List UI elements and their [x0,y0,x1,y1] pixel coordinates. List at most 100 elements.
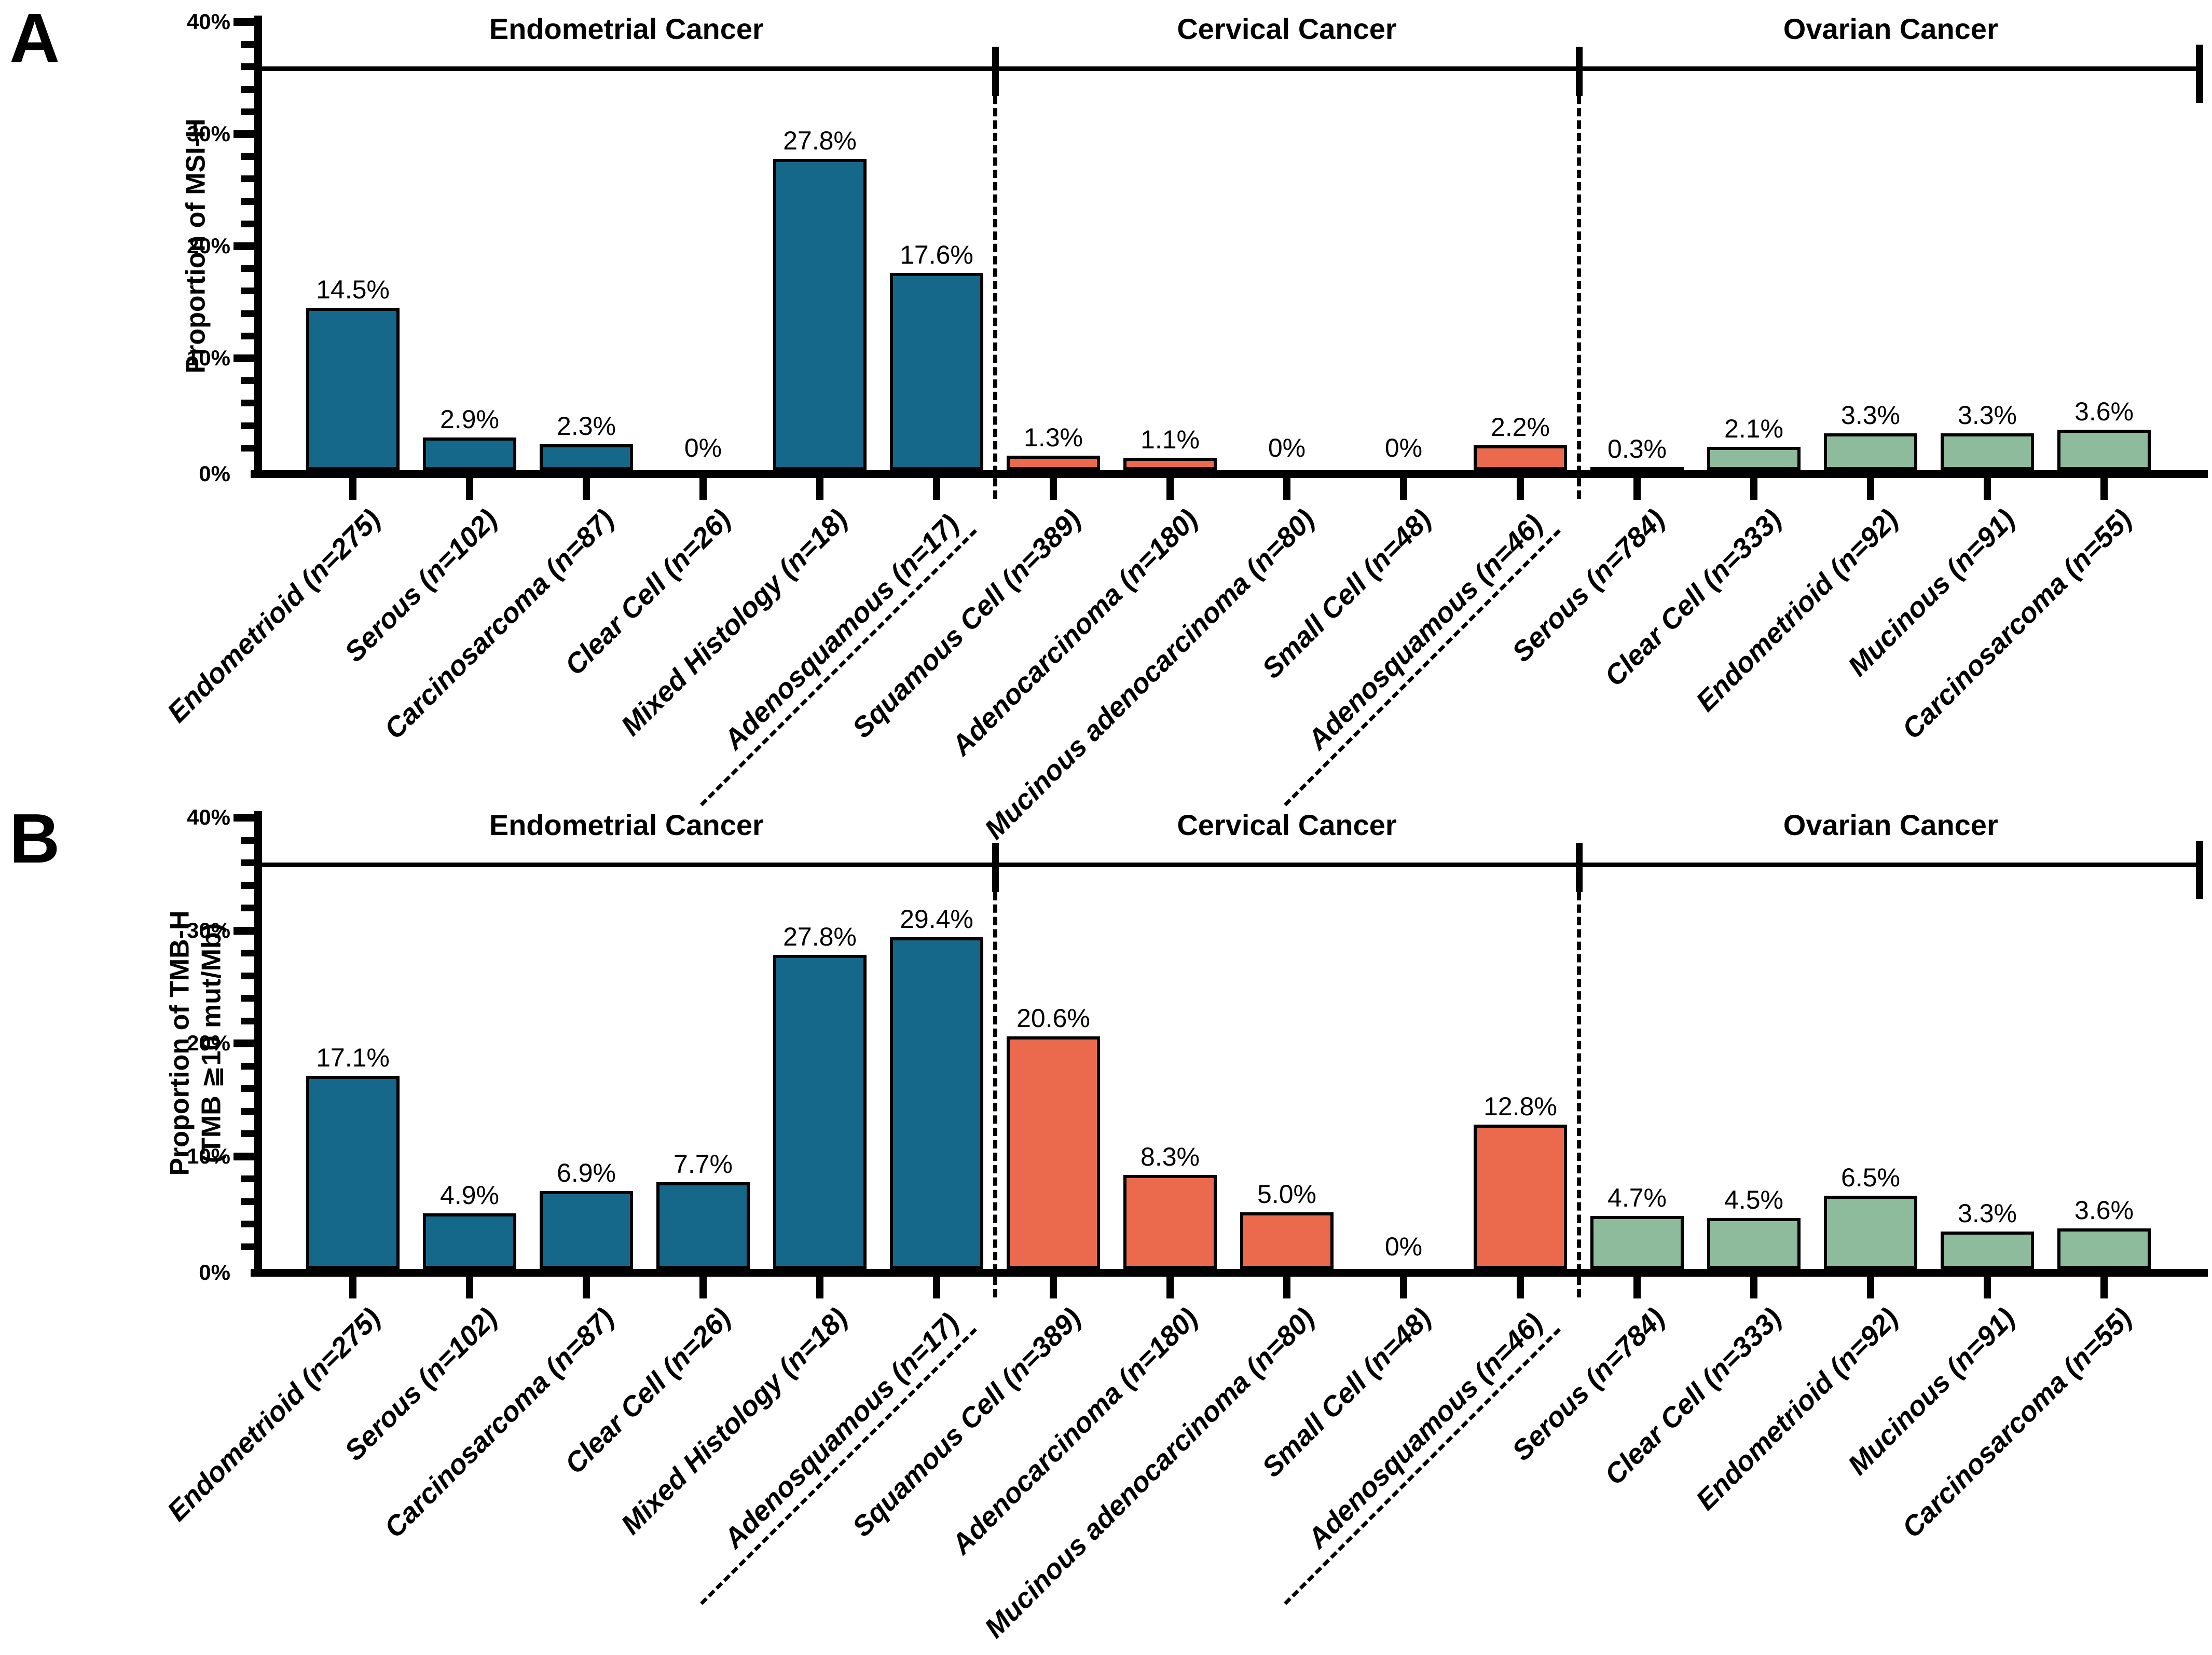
x-category-tick [933,478,940,500]
bar-value-label: 0% [1384,433,1423,462]
y-tick-label: 0% [199,1260,230,1284]
y-minor-tick [241,422,254,429]
y-minor-tick [241,108,254,115]
y-minor-tick [241,153,254,160]
bar [656,1182,750,1269]
bar-value-label: 0% [1268,433,1306,462]
x-category-tick [1984,478,1991,500]
x-category-label: Mixed Histology (n=18) [615,1302,854,1541]
y-minor-tick [241,905,254,911]
group-separator-dashed [993,867,997,1297]
bar-value-label: 20.6% [1016,1004,1090,1033]
bar [1824,433,1917,470]
x-category-tick [699,478,707,500]
bar-value-label: 5.0% [1257,1180,1316,1209]
bar-value-label: 2.1% [1724,414,1783,443]
y-minor-tick [241,63,254,71]
x-category-tick [1166,478,1174,500]
y-minor-tick [241,1085,254,1092]
x-axis-line [251,470,2208,478]
bar [1123,458,1217,470]
group-separator-dashed [1576,867,1581,1297]
bar-value-label: 3.3% [1958,401,2017,430]
x-category-label: Endometrioid (n=275) [161,1302,387,1527]
x-category-tick [583,478,590,500]
bar [1590,1216,1684,1269]
x-category-label: Endometrioid (n=92) [1690,1302,1905,1516]
bar [1474,1125,1567,1269]
x-category-tick [699,1277,707,1298]
bar [1941,433,2034,470]
y-minor-tick [241,288,254,295]
x-category-tick [349,478,356,500]
bracket-end-tick [2196,841,2203,899]
x-category-tick [933,1277,940,1298]
bar [890,937,983,1269]
bar [540,1191,633,1269]
y-minor-tick [241,377,254,385]
y-minor-tick [241,972,254,979]
bar-value-label: 6.9% [557,1158,616,1187]
bar-value-label: 17.6% [900,240,973,269]
x-category-tick [1633,1277,1641,1298]
bar [773,955,867,1269]
bar [2057,1228,2151,1269]
x-category-tick [2100,478,2108,500]
group-separator-dashed [1576,71,1581,499]
y-tick-label: 0% [199,461,230,486]
y-major-tick [233,130,254,138]
y-minor-tick [241,995,254,1002]
bar-value-label: 1.1% [1141,425,1200,454]
bar-value-label: 8.3% [1141,1142,1200,1171]
y-tick-label: 10% [186,1143,230,1168]
y-minor-tick [241,400,254,407]
bar [1240,1212,1334,1269]
bar [423,437,516,470]
x-axis-line [251,1269,2208,1277]
bar-value-label: 3.6% [2074,1196,2134,1225]
bar [306,308,400,470]
y-tick-label: 10% [186,346,230,370]
panel-letter: B [9,799,60,878]
bar-value-label: 4.5% [1724,1185,1783,1214]
y-minor-tick [241,175,254,183]
y-minor-tick [241,1062,254,1070]
y-minor-tick [241,1017,254,1024]
group-bracket [258,66,2203,72]
bar-value-label: 3.6% [2074,397,2134,426]
x-category-tick [1867,478,1874,500]
x-category-tick [816,1277,823,1298]
bar [773,159,867,470]
x-category-tick [1283,1277,1290,1298]
bar-value-label: 6.5% [1841,1163,1900,1192]
x-category-tick [1050,1277,1057,1298]
x-category-tick [1400,478,1407,500]
bar [1123,1175,1217,1269]
x-category-tick [1867,1277,1874,1298]
bar-value-label: 4.7% [1608,1183,1667,1212]
x-category-tick [583,1277,590,1298]
x-category-tick [2100,1277,2108,1298]
group-heading: Cervical Cancer [1177,12,1397,46]
x-category-tick [1050,478,1057,500]
bar [1590,467,1684,470]
x-category-tick [1400,1277,1407,1298]
bar-value-label: 3.3% [1958,1199,2017,1228]
x-category-label: Carcinosarcoma (n=55) [1896,1302,2138,1544]
y-tick-label: 30% [186,121,230,146]
y-minor-tick [241,332,254,339]
y-minor-tick [241,950,254,956]
y-minor-tick [241,1175,254,1182]
bar-value-label: 0.3% [1608,434,1667,463]
y-tick-label: 40% [186,805,230,829]
y-minor-tick [241,1107,254,1115]
y-minor-tick [241,310,254,317]
y-minor-tick [241,444,254,452]
x-category-tick [1283,478,1290,500]
x-category-tick [1166,1277,1174,1298]
bar [1474,445,1567,470]
bracket-end-tick [2196,45,2203,103]
y-tick-label: 40% [186,9,230,34]
